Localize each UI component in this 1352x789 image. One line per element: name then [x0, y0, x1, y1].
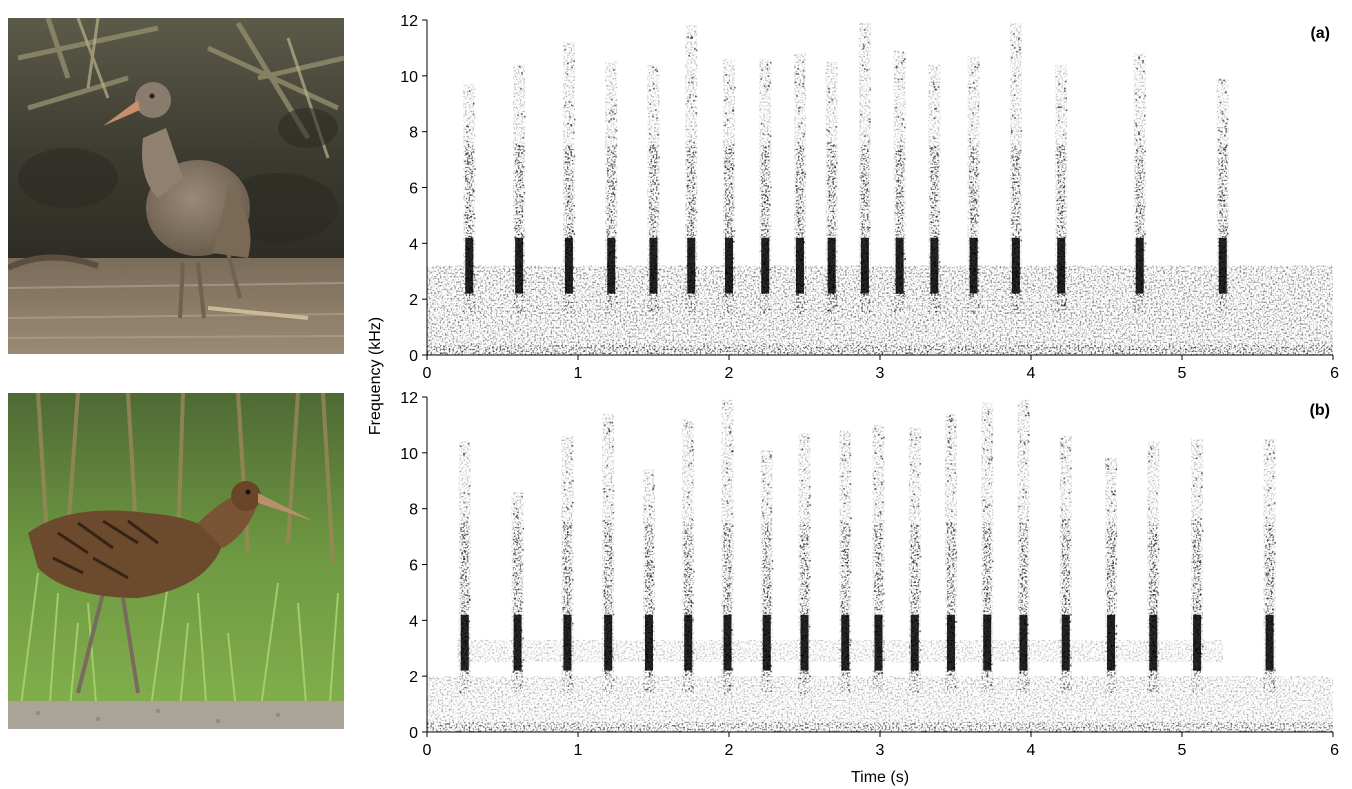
- panel-b-pulse: [682, 419, 695, 693]
- panel-b-y-tick-label: 12: [400, 390, 418, 407]
- panel-a-x-tick-label: 6: [1330, 365, 1339, 382]
- x-axis-title: Time (s): [851, 769, 909, 786]
- panel-a-y-tick-label: 12: [400, 13, 418, 30]
- panel-a-pulse: [893, 50, 906, 314]
- panel-b-plot-area: [427, 397, 1333, 732]
- panel-b-y-tick-label: 2: [409, 669, 418, 686]
- panel-a-pulse: [1216, 78, 1229, 314]
- panel-b-pulse: [981, 402, 994, 693]
- panel-b-pulse: [511, 491, 525, 693]
- panel-a-spectrogram-marks: [427, 22, 1333, 355]
- panel-b-pulse: [602, 413, 615, 693]
- panel-b-y-tick-label: 0: [409, 725, 418, 742]
- panel-b-x-tick-label: 5: [1178, 742, 1187, 759]
- panel-b-pulse: [944, 413, 958, 693]
- panel-a-low-frequency-floor: [427, 345, 1333, 355]
- panel-a-pulse: [513, 64, 526, 314]
- panel-a-plot-area: [427, 20, 1333, 355]
- panel-a-y-tick-label: 8: [409, 125, 418, 142]
- panel-b-x-tick-label: 0: [423, 742, 432, 759]
- panel-b-y-tick-label: 6: [409, 558, 418, 575]
- panel-a-x-tick-label: 0: [423, 365, 432, 382]
- panel-a-pulse: [463, 84, 476, 314]
- panel-b-pulse: [721, 399, 734, 694]
- panel-a-x-tick-label: 4: [1027, 365, 1036, 382]
- panel-a-y-tick-label: 4: [409, 236, 418, 253]
- rail-in-grass-image: [8, 393, 344, 729]
- rail-in-water-image: [8, 18, 344, 354]
- photo-rail-in-water: [8, 18, 344, 354]
- panel-b-pulse: [458, 441, 471, 694]
- panel-a-pulse: [825, 61, 838, 314]
- panel-a-pulse: [759, 59, 772, 314]
- panel-a-label: (a): [1310, 25, 1330, 42]
- panel-b-pulse: [1263, 438, 1276, 693]
- panel-b-y-tick-label: 8: [409, 502, 418, 519]
- panel-a-pulse: [967, 56, 980, 314]
- panel-b-spectrogram-marks: [427, 399, 1333, 732]
- panel-a-pulse: [605, 61, 618, 314]
- panel-a-pulse: [858, 22, 872, 314]
- panel-b-pulse: [872, 424, 885, 693]
- photo-rail-in-grass: [8, 393, 344, 729]
- panel-a-pulse: [1133, 53, 1147, 314]
- panel-a-pulse: [1009, 22, 1023, 314]
- panel-b-x-tick-label: 3: [876, 742, 885, 759]
- panel-a-pulse: [562, 42, 576, 314]
- panel-a-x-tick-label: 2: [725, 365, 734, 382]
- panel-b-x-tick-label: 1: [574, 742, 583, 759]
- panel-a-x-tick-label: 5: [1178, 365, 1187, 382]
- panel-a-x-tick-label: 3: [876, 365, 885, 382]
- panel-b-pulse: [561, 436, 574, 693]
- panel-a-pulse: [793, 53, 807, 315]
- panel-b-pulse: [1017, 399, 1030, 693]
- panel-b-pulse: [839, 430, 852, 693]
- panel-b-pulse: [760, 450, 774, 693]
- panel-a-x-tick-label: 1: [574, 365, 583, 382]
- panel-b-pulse: [1059, 436, 1072, 693]
- panel-b-label: (b): [1310, 402, 1330, 419]
- panel-a-pulse: [647, 64, 660, 314]
- panel-a-noise-band: [427, 265, 1333, 355]
- panel-b-x-tick-label: 2: [725, 742, 734, 759]
- panel-b-low-frequency-floor: [427, 722, 1333, 732]
- panel-b-y-tick-label: 4: [409, 613, 418, 630]
- panel-a-y-tick-label: 2: [409, 292, 418, 309]
- panel-b-x-tick-label: 6: [1330, 742, 1339, 759]
- panel-b-y-tick-label: 10: [400, 446, 418, 463]
- panel-a-pulse: [928, 64, 941, 314]
- panel-a-y-tick-label: 6: [409, 181, 418, 198]
- panel-a-pulse: [1055, 64, 1068, 314]
- panel-b-pulse: [1147, 441, 1160, 693]
- y-axis-title: Frequency (kHz): [367, 317, 384, 435]
- panel-a-pulse: [685, 25, 698, 314]
- panel-a-y-tick-label: 10: [400, 69, 418, 86]
- panel-b-pulse: [908, 427, 922, 693]
- panel-b-pulse: [798, 433, 812, 695]
- panel-a-y-tick-label: 0: [409, 348, 418, 365]
- panel-a-pulse: [723, 59, 736, 314]
- panel-b-pulse: [1105, 458, 1118, 693]
- panel-b-pulse: [1191, 438, 1204, 693]
- panel-b-pulse: [642, 469, 656, 693]
- panel-b-x-tick-label: 4: [1027, 742, 1036, 759]
